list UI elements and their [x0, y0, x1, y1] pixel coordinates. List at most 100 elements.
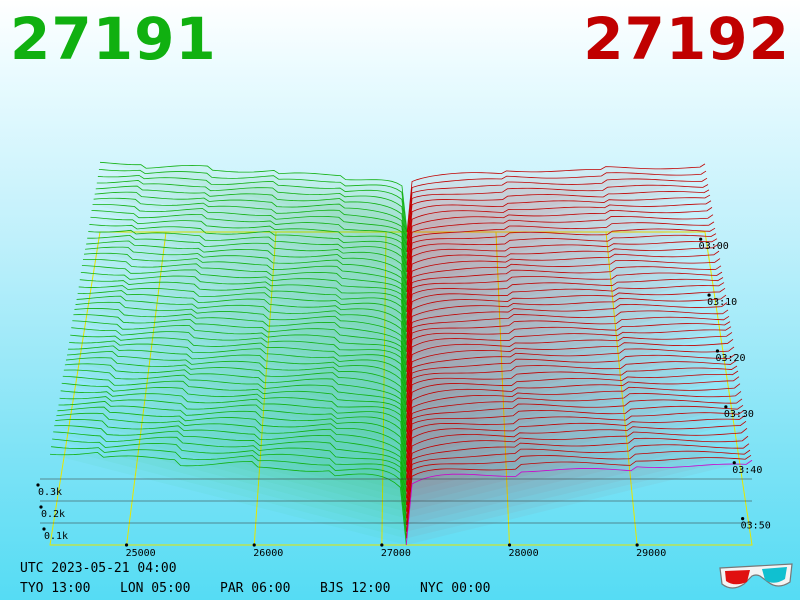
clock-bjs: BJS 12:00 — [320, 581, 391, 596]
bid-depth-trace — [82, 258, 408, 339]
time-tick-dot — [732, 461, 736, 465]
ask-depth-trace — [406, 282, 725, 359]
ask-depth-trace — [406, 227, 716, 299]
bid-depth-trace — [63, 369, 407, 459]
bid-depth-trace — [98, 168, 408, 239]
3d-glasses-icon[interactable] — [716, 560, 796, 594]
ask-depth-trace — [406, 309, 729, 386]
ask-depth-trace — [406, 404, 744, 486]
grid-line-x — [495, 231, 510, 546]
bid-depth-trace — [54, 425, 407, 519]
bid-depth-trace — [65, 357, 407, 446]
ask-depth-trace — [406, 184, 709, 253]
time-tick-label: 03:20 — [715, 353, 745, 364]
bid-depth-trace — [75, 301, 408, 386]
bid-depth-trace — [91, 210, 408, 286]
ask-depth-trace — [406, 238, 718, 312]
ask-depth-trace — [406, 346, 735, 426]
bid-depth-trace — [84, 252, 408, 332]
ask-depth-trace — [405, 428, 748, 512]
ask-depth-trace — [406, 177, 708, 246]
price-tick-dot — [380, 543, 384, 547]
time-tick-dot — [741, 517, 745, 521]
ask-depth-trace — [406, 370, 739, 452]
bid-depth-trace — [61, 382, 407, 472]
bid-depth-trace — [93, 197, 408, 273]
ask-depth-trace — [405, 454, 752, 539]
bid-depth-trace — [87, 235, 408, 312]
bid-depth-trace — [58, 401, 407, 492]
bid-depth-trace — [71, 327, 408, 412]
ask-depth-trace — [406, 338, 734, 419]
bid-depth-trace — [56, 412, 407, 506]
bid-depth-trace — [62, 375, 407, 466]
ask-depth-trace — [405, 420, 747, 506]
price-tick-label: 27000 — [381, 548, 411, 559]
ask-depth-trace — [405, 449, 751, 532]
ask-depth-trace — [406, 398, 743, 479]
bid-depth-trace — [52, 438, 407, 532]
bid-depth-trace — [66, 351, 407, 439]
bid-depth-trace — [92, 203, 408, 279]
time-tick-label: 03:10 — [707, 297, 737, 308]
bid-depth-trace — [78, 285, 408, 366]
time-tick-label: 03:40 — [732, 465, 762, 476]
clock-tyo: TYO 13:00 — [20, 581, 91, 596]
price-tick-label: 29000 — [636, 548, 666, 559]
ask-depth-trace — [406, 360, 737, 439]
ask-depth-trace — [406, 376, 740, 459]
ask-depth-trace — [406, 277, 724, 352]
ask-depth-trace — [406, 221, 715, 292]
price-tick-dot — [635, 543, 639, 547]
bid-depth-trace — [59, 396, 407, 486]
ask-depth-trace — [406, 326, 732, 406]
volume-tick-dot — [39, 505, 43, 509]
world-clocks: TYO 13:00 LON 05:00 PAR 06:00 BJS 12:00 … — [20, 581, 520, 596]
bid-depth-trace — [76, 295, 408, 379]
ask-depth-trace — [406, 410, 745, 492]
grid-line-x — [605, 231, 638, 546]
bid-depth-trace — [60, 390, 407, 479]
bid-depth-trace — [55, 419, 407, 512]
utc-clock: UTC 2023-05-21 04:00 — [20, 561, 177, 576]
bid-depth-trace — [85, 246, 408, 326]
bid-depth-trace — [64, 363, 407, 452]
ask-depth-trace — [406, 170, 707, 239]
volume-tick-dot — [42, 527, 46, 531]
ask-depth-trace — [406, 415, 746, 499]
price-tick-dot — [124, 543, 129, 547]
ask-depth-trace — [406, 365, 738, 446]
time-tick-dot — [724, 405, 728, 409]
bid-depth-trace — [57, 406, 407, 499]
ask-depth-trace — [406, 163, 706, 233]
bid-depth-trace — [99, 161, 408, 233]
bid-depth-trace — [53, 431, 407, 526]
bid-depth-trace — [70, 334, 408, 419]
bid-depth-trace — [51, 446, 407, 539]
ask-depth-trace — [405, 435, 749, 519]
ask-depth-trace — [406, 207, 713, 279]
ask-depth-trace — [406, 265, 722, 339]
time-tick-dot — [699, 237, 703, 241]
ask-depth-trace — [405, 459, 753, 546]
bid-depth-trace — [86, 240, 408, 319]
ask-price: 27192 — [583, 5, 790, 73]
price-tick-dot — [252, 543, 256, 547]
ask-depth-trace — [406, 315, 730, 392]
volume-tick-label: 0.1k — [44, 531, 68, 542]
clock-par: PAR 06:00 — [220, 581, 291, 596]
bid-depth-trace — [96, 180, 408, 253]
time-tick-label: 03:50 — [741, 521, 771, 532]
ask-depth-trace — [406, 200, 712, 272]
clock-lon: LON 05:00 — [120, 581, 191, 596]
bid-depth-trace — [94, 191, 408, 266]
time-tick-label: 03:30 — [724, 409, 754, 420]
price-tick-label: 25000 — [126, 548, 156, 559]
bid-depth-trace — [69, 340, 407, 426]
bid-depth-trace — [97, 174, 408, 246]
bid-depth-trace — [68, 345, 407, 432]
ask-depth-trace — [406, 271, 723, 346]
bid-depth-trace — [72, 320, 408, 406]
bid-depth-trace — [90, 216, 408, 292]
ask-depth-trace — [406, 302, 728, 379]
